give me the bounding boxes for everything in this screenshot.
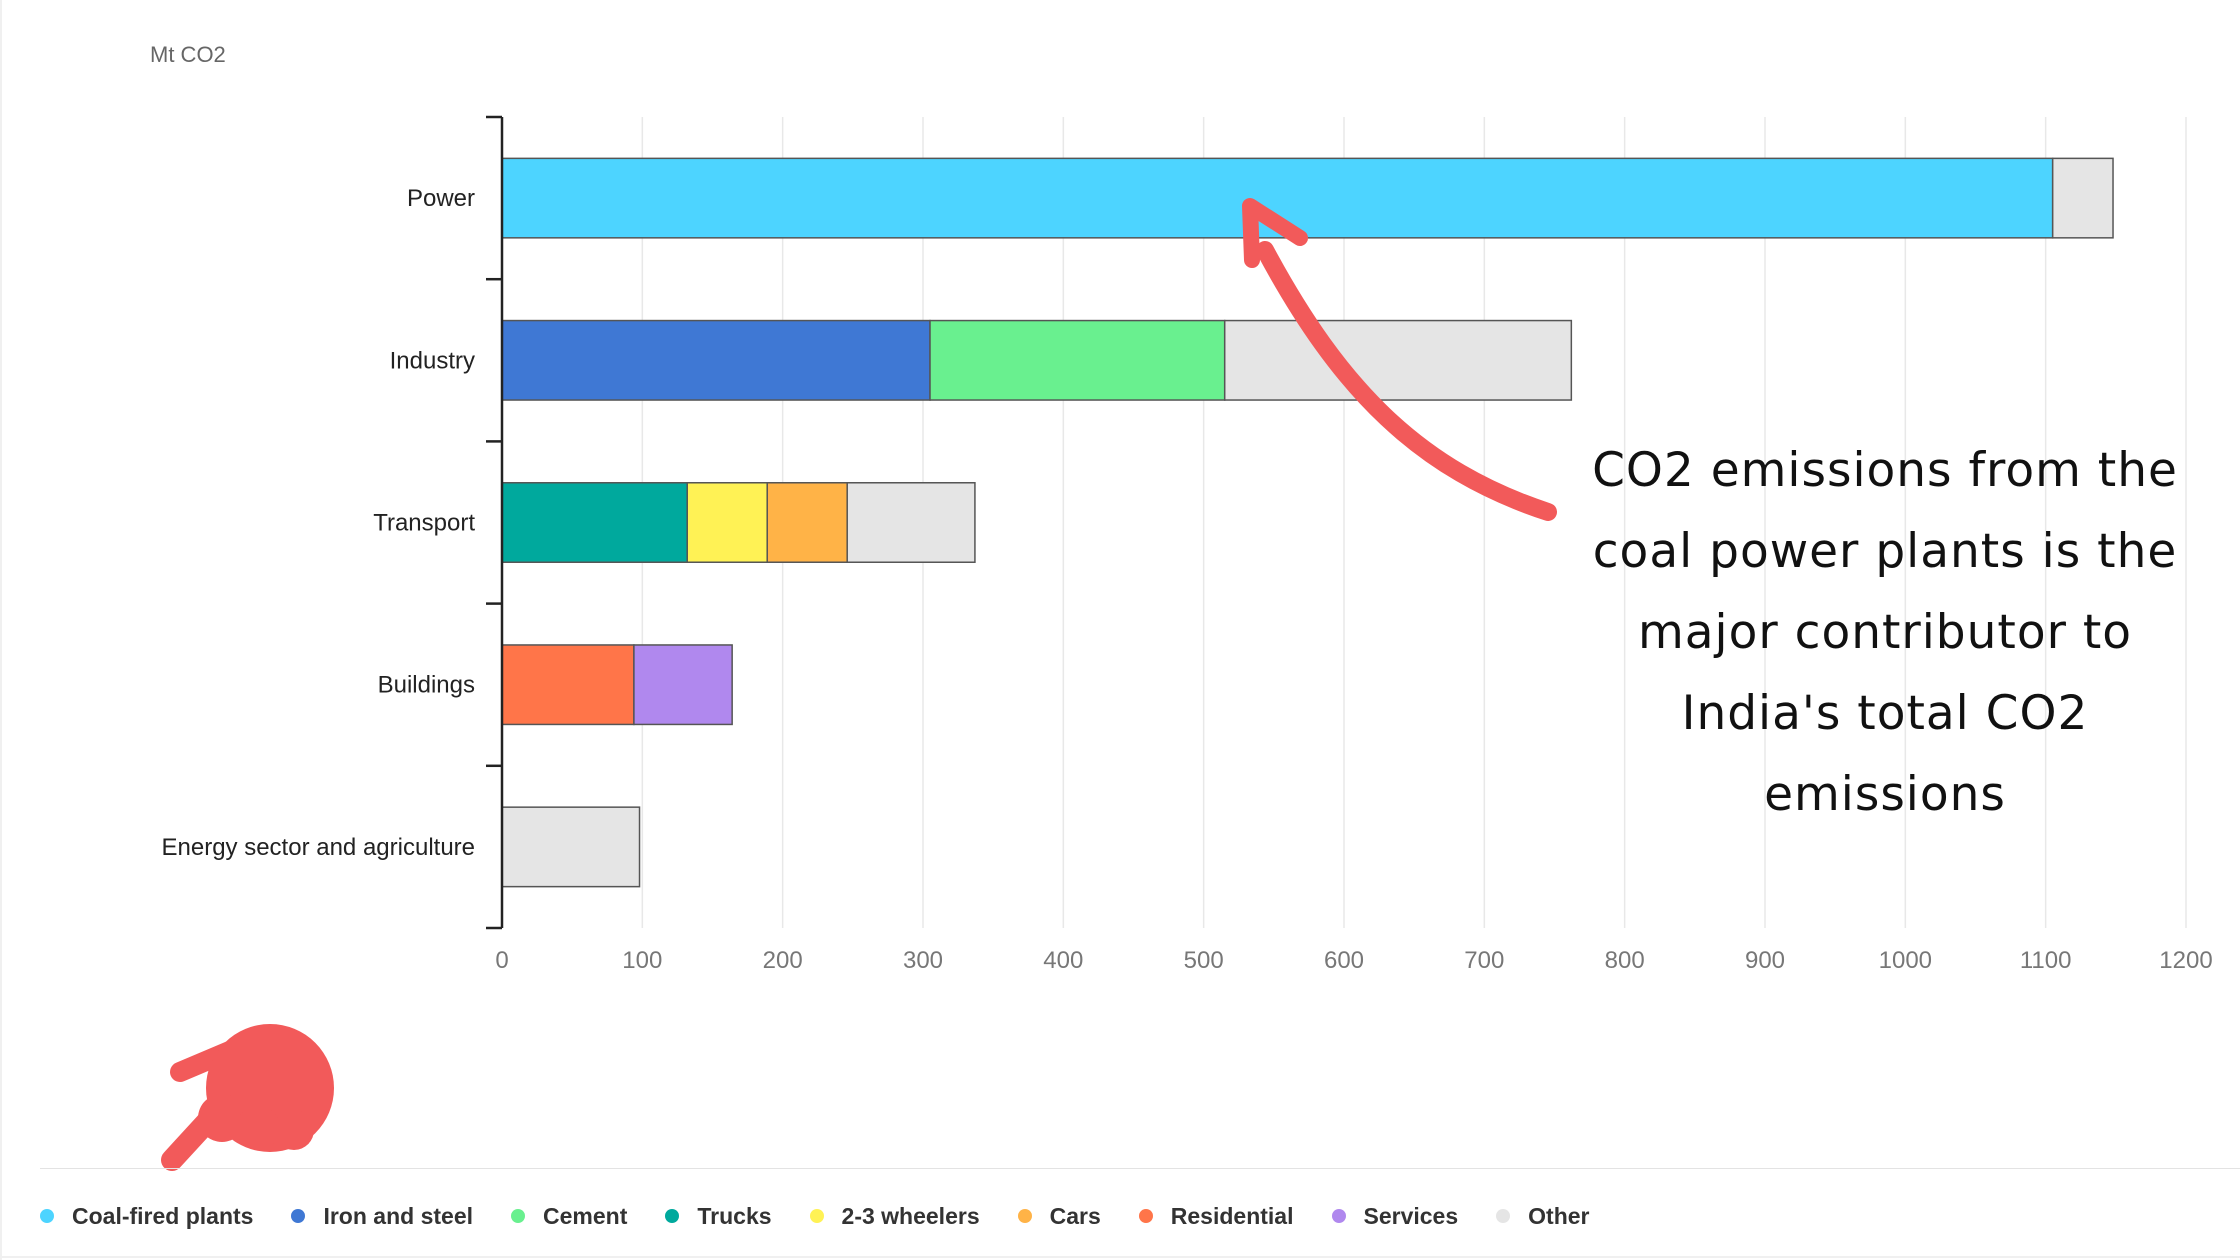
unit-label: Mt CO2 xyxy=(150,42,226,67)
category-label: Buildings xyxy=(378,672,475,699)
x-tick-label: 100 xyxy=(622,947,662,974)
legend-label: Residential xyxy=(1170,1202,1294,1229)
legend-label: Iron and steel xyxy=(323,1202,474,1229)
legend-label: Other xyxy=(1528,1202,1590,1229)
bar-segment xyxy=(501,319,931,401)
bar-segment xyxy=(1223,319,1573,401)
category-label: Transport xyxy=(373,510,475,537)
legend-swatch xyxy=(809,1209,824,1223)
annotation-line: India's total CO2 xyxy=(1681,686,2089,741)
annotation-line: major contributor to xyxy=(1637,605,2133,660)
x-tick-label: 1100 xyxy=(2020,947,2072,974)
legend-item: Coal-fired plants xyxy=(40,1203,253,1230)
x-tick-label: 400 xyxy=(1043,947,1083,974)
legend-label: Trucks xyxy=(697,1202,772,1229)
bar-segment xyxy=(2051,157,2114,239)
bar-segment xyxy=(633,644,733,726)
legend: Coal-fired plants Iron and steel Cement Tru… xyxy=(40,1196,1627,1236)
x-tick-label: 800 xyxy=(1605,947,1645,974)
legend-swatch xyxy=(511,1209,526,1223)
legend-item: Cars xyxy=(1017,1202,1101,1230)
legend-label: Services xyxy=(1363,1202,1459,1229)
legend-item: Residential xyxy=(1138,1202,1294,1230)
x-tick-label: 1000 xyxy=(1879,947,1932,974)
x-tick-label: 500 xyxy=(1184,947,1224,974)
x-tick-label: 900 xyxy=(1745,947,1785,974)
legend-item: Cement xyxy=(511,1203,627,1230)
category-label: Industry xyxy=(390,347,475,374)
legend-item: 2-3 wheelers xyxy=(809,1202,980,1230)
bar-segment xyxy=(686,482,768,563)
bar-segment xyxy=(846,482,976,563)
legend-swatch xyxy=(665,1209,680,1223)
annotation-text: CO2 emissions from the coal power plants… xyxy=(1540,430,2230,835)
legend-label: Coal-fired plants xyxy=(72,1202,254,1229)
x-tick-label: 700 xyxy=(1464,947,1504,974)
bar-segment xyxy=(501,644,635,726)
curved-arrow-icon xyxy=(1242,198,1557,521)
legend-label: Cement xyxy=(543,1202,628,1229)
bar-segment xyxy=(766,482,848,563)
x-tick-label: 600 xyxy=(1324,947,1364,974)
annotation-line: CO2 emissions from the xyxy=(1592,443,2178,498)
x-tick-label: 200 xyxy=(763,947,803,974)
legend-item: Services xyxy=(1331,1202,1459,1230)
legend-swatch xyxy=(1138,1209,1153,1223)
legend-swatch xyxy=(40,1209,54,1223)
bar-segment xyxy=(501,806,641,888)
x-tick-label: 1200 xyxy=(2159,947,2212,974)
category-label: Energy sector and agriculture xyxy=(162,834,476,861)
frame-bottom-border xyxy=(0,1256,2240,1258)
bar-segment xyxy=(929,319,1226,401)
legend-swatch xyxy=(291,1209,306,1223)
legend-swatch xyxy=(1331,1209,1346,1223)
legend-label: Cars xyxy=(1049,1202,1101,1229)
x-tick-label: 300 xyxy=(903,947,943,974)
legend-swatch xyxy=(1496,1209,1511,1223)
legend-item: Other xyxy=(1496,1203,1589,1230)
legend-label: 2-3 wheelers xyxy=(841,1202,980,1229)
x-tick-label: 0 xyxy=(495,947,508,974)
category-label: Power xyxy=(407,185,475,212)
bar-segment xyxy=(501,482,688,563)
legend-item: Trucks xyxy=(665,1202,772,1230)
legend-item: Iron and steel xyxy=(291,1203,473,1230)
category-labels: Power Industry Transport Buildings Energy se… xyxy=(162,185,476,861)
legend-swatch xyxy=(1017,1209,1032,1223)
frame-left-border xyxy=(0,0,2,1260)
annotation-line: emissions xyxy=(1764,767,2006,822)
pointing-hand-icon xyxy=(161,1024,334,1171)
x-axis-ticks: 0 100 200 300 400 500 600 700 800 900 1000 1100 1200 xyxy=(495,947,2212,974)
y-axis xyxy=(486,115,504,930)
annotation-line: coal power plants is the xyxy=(1592,524,2178,579)
legend-divider xyxy=(40,1168,2240,1169)
